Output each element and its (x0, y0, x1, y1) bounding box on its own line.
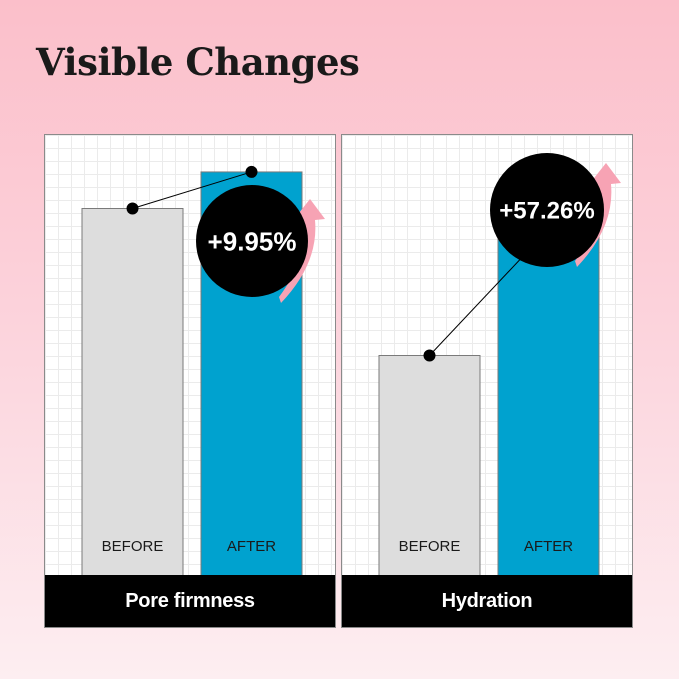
chart-panel-hydration: BEFORE AFTER +57.26% Hydration (341, 134, 633, 628)
before-bar (81, 208, 184, 577)
before-point (126, 202, 139, 215)
bar-category-label: BEFORE (399, 538, 461, 555)
bar-category-label: BEFORE (102, 538, 164, 555)
trend-line (132, 171, 252, 209)
page-title: Visible Changes (36, 40, 360, 84)
before-bar (378, 355, 481, 577)
chart-svg: BEFORE AFTER +57.26% (378, 153, 621, 577)
chart-svg: BEFORE AFTER +9.95% (81, 165, 325, 577)
after-point (245, 165, 258, 178)
change-badge (490, 153, 604, 267)
bar-category-label: AFTER (524, 538, 573, 555)
chart-category-label: Pore firmness (45, 575, 335, 627)
change-label: +9.95% (208, 226, 297, 256)
after-bar (497, 228, 600, 577)
chart-panel-pore-firmness: BEFORE AFTER +9.95% Pore firmness (44, 134, 336, 628)
chart-category-label: Hydration (342, 575, 632, 627)
before-point (423, 349, 436, 362)
bar-category-label: AFTER (227, 538, 276, 555)
change-label: +57.26% (499, 198, 594, 225)
change-badge (196, 185, 308, 297)
